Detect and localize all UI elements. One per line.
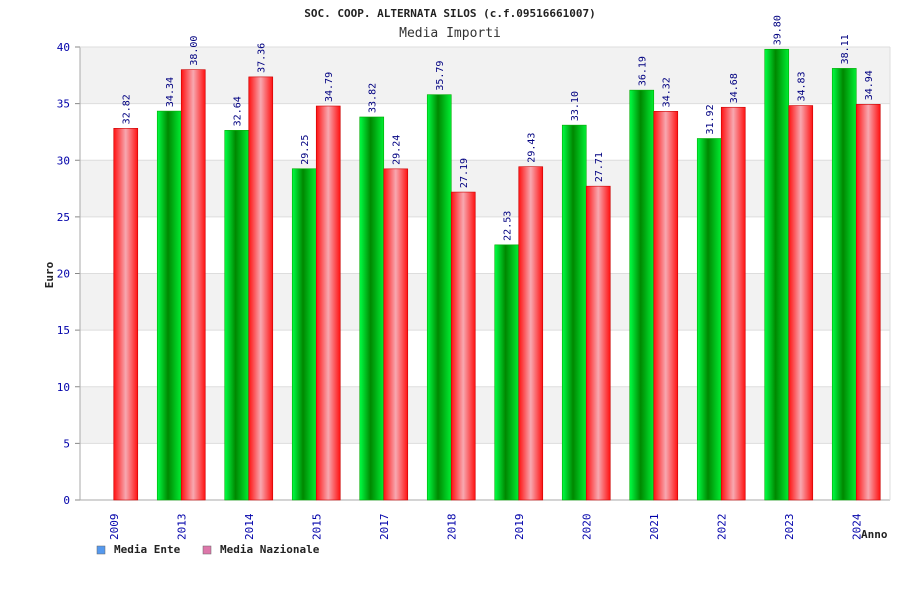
data-label-media-nazionale: 34.79 [324, 72, 335, 102]
y-tick-label: 20 [57, 268, 70, 281]
plot-band [80, 273, 890, 331]
y-tick-label: 15 [57, 324, 70, 337]
bar-media-nazionale [383, 168, 409, 501]
data-label-media-ente: 32.64 [233, 96, 244, 126]
data-label-media-nazionale: 29.24 [392, 135, 403, 165]
bar-media-nazionale [180, 69, 206, 501]
bar-media-ente [561, 124, 587, 501]
bar-media-ente [426, 94, 452, 501]
plot-band [80, 103, 890, 161]
bar-media-nazionale [788, 105, 814, 501]
legend-label-media-nazionale: Media Nazionale [220, 543, 320, 556]
chart-subtitle: Media Importi [399, 26, 501, 41]
plot-band [80, 386, 890, 444]
data-label-media-nazionale: 29.43 [527, 133, 538, 163]
data-label-media-ente: 38.11 [840, 34, 851, 64]
bar-media-ente [764, 48, 790, 501]
bar-media-nazionale [855, 104, 881, 501]
bar-media-ente [224, 130, 250, 501]
data-label-media-nazionale: 38.00 [189, 36, 200, 66]
x-tick-label: 2013 [175, 514, 188, 541]
x-tick-label: 2009 [108, 514, 121, 541]
x-tick-label: 2014 [243, 513, 256, 540]
data-label-media-ente: 29.25 [300, 135, 311, 165]
x-tick-label: 2018 [445, 514, 458, 541]
data-label-media-nazionale: 32.82 [122, 94, 133, 124]
data-label-media-nazionale: 34.94 [864, 70, 875, 100]
data-label-media-ente: 36.19 [638, 56, 649, 86]
bar-media-nazionale [720, 106, 746, 501]
plot-band [80, 160, 890, 217]
x-tick-label: 2023 [783, 514, 796, 541]
data-label-media-ente: 35.79 [435, 61, 446, 91]
data-label-media-nazionale: 27.19 [459, 158, 470, 188]
legend-swatch-media-nazionale [202, 545, 212, 555]
bar-media-ente [831, 68, 857, 501]
bar-media-ente [494, 244, 520, 501]
y-tick-label: 25 [57, 211, 70, 224]
x-axis-label: Anno [861, 528, 888, 541]
x-tick-label: 2024 [850, 513, 863, 540]
data-label-media-nazionale: 34.32 [662, 77, 673, 107]
data-label-media-ente: 33.82 [368, 83, 379, 113]
x-tick-label: 2015 [310, 514, 323, 541]
x-tick-label: 2019 [513, 514, 526, 541]
bar-media-ente [291, 168, 317, 501]
plot-area: 0 5 10 15 20 25 30 35 40 32.82 2009 34.34 38.00 2013 3… [57, 15, 891, 541]
chart-title: SOC. COOP. ALTERNATA SILOS (c.f.09516661… [304, 7, 595, 20]
x-tick-label: 2020 [580, 514, 593, 541]
y-tick-label: 10 [57, 381, 70, 394]
bar-media-nazionale [653, 111, 679, 501]
y-tick-label: 5 [63, 437, 70, 450]
data-label-media-nazionale: 37.36 [257, 43, 268, 73]
data-label-media-ente: 39.80 [773, 15, 784, 45]
plot-band [80, 216, 890, 274]
x-tick-label: 2021 [648, 514, 661, 541]
data-label-media-nazionale: 34.68 [729, 73, 740, 103]
y-tick-label: 35 [57, 98, 70, 111]
data-label-media-ente: 33.10 [570, 91, 581, 121]
plot-band [80, 443, 890, 500]
y-axis-label: Euro [43, 261, 56, 288]
bar-media-nazionale [585, 185, 611, 501]
legend-swatch-media-ente [96, 545, 106, 555]
x-tick-label: 2022 [715, 514, 728, 541]
bar-media-ente [156, 110, 182, 501]
plot-band [80, 330, 890, 387]
data-label-media-ente: 34.34 [165, 77, 176, 107]
data-label-media-ente: 22.53 [503, 211, 514, 241]
plot-band [80, 47, 890, 104]
y-tick-label: 0 [63, 494, 70, 507]
data-label-media-nazionale: 27.71 [594, 152, 605, 182]
bar-media-nazionale [248, 76, 274, 501]
bar-media-nazionale [518, 166, 544, 501]
legend-label-media-ente: Media Ente [114, 543, 181, 556]
x-tick-label: 2017 [378, 514, 391, 541]
bar-media-nazionale [450, 191, 476, 501]
data-label-media-nazionale: 34.83 [797, 71, 808, 101]
y-tick-label: 30 [57, 154, 70, 167]
y-tick-label: 40 [57, 41, 70, 54]
legend: Media Ente Media Nazionale [96, 543, 320, 556]
bar-media-ente [696, 138, 722, 501]
data-label-media-ente: 31.92 [705, 104, 716, 134]
bar-media-nazionale [315, 105, 341, 501]
bar-media-ente [359, 116, 385, 501]
bar-media-nazionale [113, 128, 139, 501]
bar-media-ente [629, 89, 655, 501]
